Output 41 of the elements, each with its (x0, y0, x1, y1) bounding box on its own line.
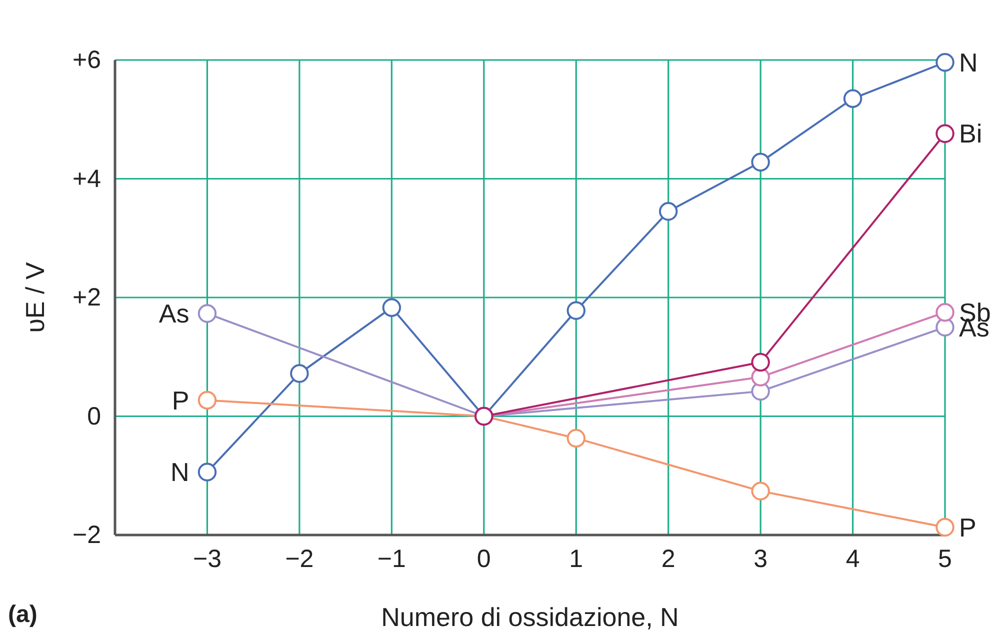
text: As (158, 298, 190, 329)
y-axis-title: υE / V (20, 262, 50, 333)
point (290, 364, 309, 383)
x-tick-label: 3 (754, 544, 768, 573)
point (751, 352, 770, 372)
point (751, 368, 770, 386)
y-tick-label: 0 (87, 402, 101, 430)
point (751, 482, 770, 500)
text: (a) (8, 601, 38, 628)
series-label: P (959, 512, 976, 542)
x-tick-label: 5 (938, 544, 952, 573)
x-tick-label: −2 (285, 544, 314, 573)
point (936, 318, 954, 337)
point (936, 53, 954, 72)
x-tick-label: −3 (192, 544, 222, 573)
point (658, 202, 678, 221)
point (936, 302, 954, 322)
x-tick-label: 2 (661, 544, 676, 573)
point (936, 518, 954, 537)
y-tick-label: +4 (72, 164, 102, 193)
x-tick-label: −1 (377, 544, 406, 573)
series-label: N (959, 47, 978, 78)
y-tick-label: −2 (72, 521, 101, 549)
series-label: Bi (959, 118, 982, 149)
point (382, 298, 402, 317)
point (843, 89, 862, 108)
point (751, 152, 770, 172)
y-tick-label: +2 (72, 284, 101, 312)
text: P (172, 385, 190, 416)
point (198, 390, 217, 410)
point (566, 301, 586, 320)
point (198, 304, 217, 323)
text: N (170, 457, 190, 488)
x-axis-title: Numero di ossidazione, N (381, 602, 679, 632)
point (198, 462, 217, 482)
x-tick-label: 1 (569, 544, 584, 573)
point (936, 124, 954, 143)
point (566, 428, 586, 448)
x-tick-label: 4 (846, 544, 860, 573)
y-tick-label: +6 (72, 46, 101, 74)
x-tick-label: 0 (476, 544, 491, 573)
